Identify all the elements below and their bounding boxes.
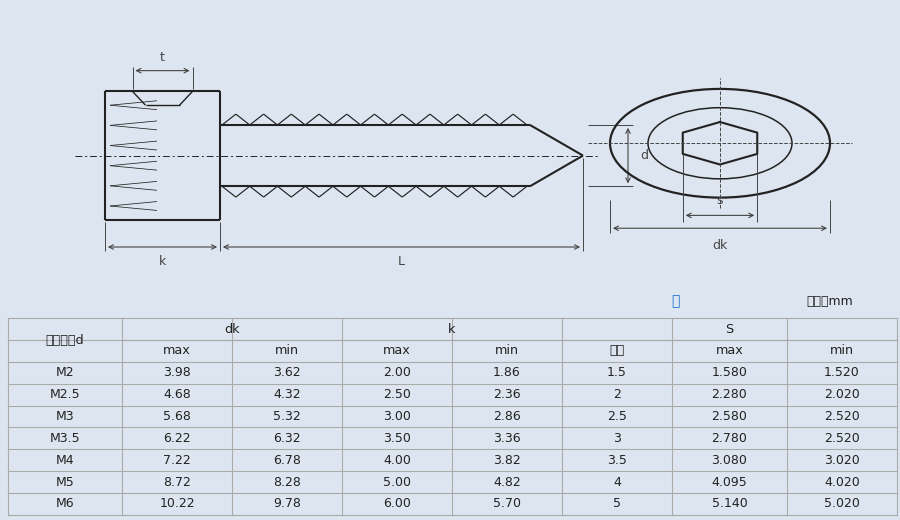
Text: max: max [716, 344, 743, 358]
Text: 3: 3 [613, 432, 621, 445]
Text: 5.32: 5.32 [273, 410, 301, 423]
Text: 2.020: 2.020 [824, 388, 859, 401]
Text: M3: M3 [56, 410, 75, 423]
Text: 1.580: 1.580 [712, 366, 747, 380]
Text: 2.520: 2.520 [824, 410, 859, 423]
Text: 3.020: 3.020 [824, 453, 859, 467]
Text: 3.00: 3.00 [383, 410, 411, 423]
Text: M3.5: M3.5 [50, 432, 80, 445]
Text: M4: M4 [56, 453, 75, 467]
Text: 8.72: 8.72 [163, 475, 191, 489]
Text: t: t [160, 51, 165, 64]
Text: 1.5: 1.5 [608, 366, 627, 380]
Text: 3.080: 3.080 [712, 453, 747, 467]
Text: 单位：mm: 单位：mm [806, 295, 853, 308]
Text: k: k [159, 255, 166, 268]
Text: 6.22: 6.22 [163, 432, 191, 445]
Text: 4.020: 4.020 [824, 475, 859, 489]
Text: 4.82: 4.82 [493, 475, 521, 489]
Text: 存: 存 [670, 295, 680, 308]
Text: k: k [448, 322, 455, 336]
Text: 4.32: 4.32 [274, 388, 301, 401]
Text: M2: M2 [56, 366, 75, 380]
Text: 9.78: 9.78 [273, 497, 301, 511]
Text: 2.580: 2.580 [712, 410, 747, 423]
Text: 2.00: 2.00 [383, 366, 411, 380]
Text: 6.32: 6.32 [274, 432, 301, 445]
Text: min: min [495, 344, 519, 358]
Text: 5.00: 5.00 [383, 475, 411, 489]
Text: s: s [716, 194, 724, 207]
Text: 3.98: 3.98 [163, 366, 191, 380]
Text: 4: 4 [613, 475, 621, 489]
Text: dk: dk [224, 322, 239, 336]
Text: 公称: 公称 [609, 344, 625, 358]
Text: S: S [725, 322, 734, 336]
Text: 4.095: 4.095 [712, 475, 747, 489]
Text: 7.22: 7.22 [163, 453, 191, 467]
Text: 1.520: 1.520 [824, 366, 859, 380]
Text: 8.28: 8.28 [273, 475, 301, 489]
Text: d: d [640, 149, 648, 162]
Text: 5.020: 5.020 [824, 497, 859, 511]
Text: M6: M6 [56, 497, 75, 511]
Text: 4.68: 4.68 [163, 388, 191, 401]
Text: 2.520: 2.520 [824, 432, 859, 445]
Text: min: min [830, 344, 854, 358]
Text: 3.5: 3.5 [608, 453, 627, 467]
Text: 5: 5 [613, 497, 621, 511]
Text: max: max [163, 344, 191, 358]
Text: min: min [274, 344, 299, 358]
Text: 2.86: 2.86 [493, 410, 521, 423]
Text: 5.70: 5.70 [493, 497, 521, 511]
Text: 10.22: 10.22 [159, 497, 194, 511]
Text: 3.62: 3.62 [274, 366, 301, 380]
Text: 2: 2 [613, 388, 621, 401]
Text: 2.780: 2.780 [712, 432, 747, 445]
Text: M2.5: M2.5 [50, 388, 80, 401]
Text: 5.140: 5.140 [712, 497, 747, 511]
Text: 1.86: 1.86 [493, 366, 521, 380]
Text: 2.50: 2.50 [383, 388, 411, 401]
Text: 5.68: 5.68 [163, 410, 191, 423]
Text: dk: dk [713, 239, 727, 252]
Text: 6.78: 6.78 [273, 453, 301, 467]
Text: 2.280: 2.280 [712, 388, 747, 401]
Text: 2.36: 2.36 [493, 388, 521, 401]
Text: 2.5: 2.5 [608, 410, 627, 423]
Text: 3.82: 3.82 [493, 453, 521, 467]
Text: 4.00: 4.00 [383, 453, 411, 467]
Text: max: max [383, 344, 411, 358]
Text: 3.50: 3.50 [383, 432, 411, 445]
Text: 6.00: 6.00 [383, 497, 411, 511]
Text: 3.36: 3.36 [493, 432, 521, 445]
Text: L: L [398, 255, 405, 268]
Text: M5: M5 [56, 475, 75, 489]
Text: 公称直径d: 公称直径d [46, 334, 85, 346]
